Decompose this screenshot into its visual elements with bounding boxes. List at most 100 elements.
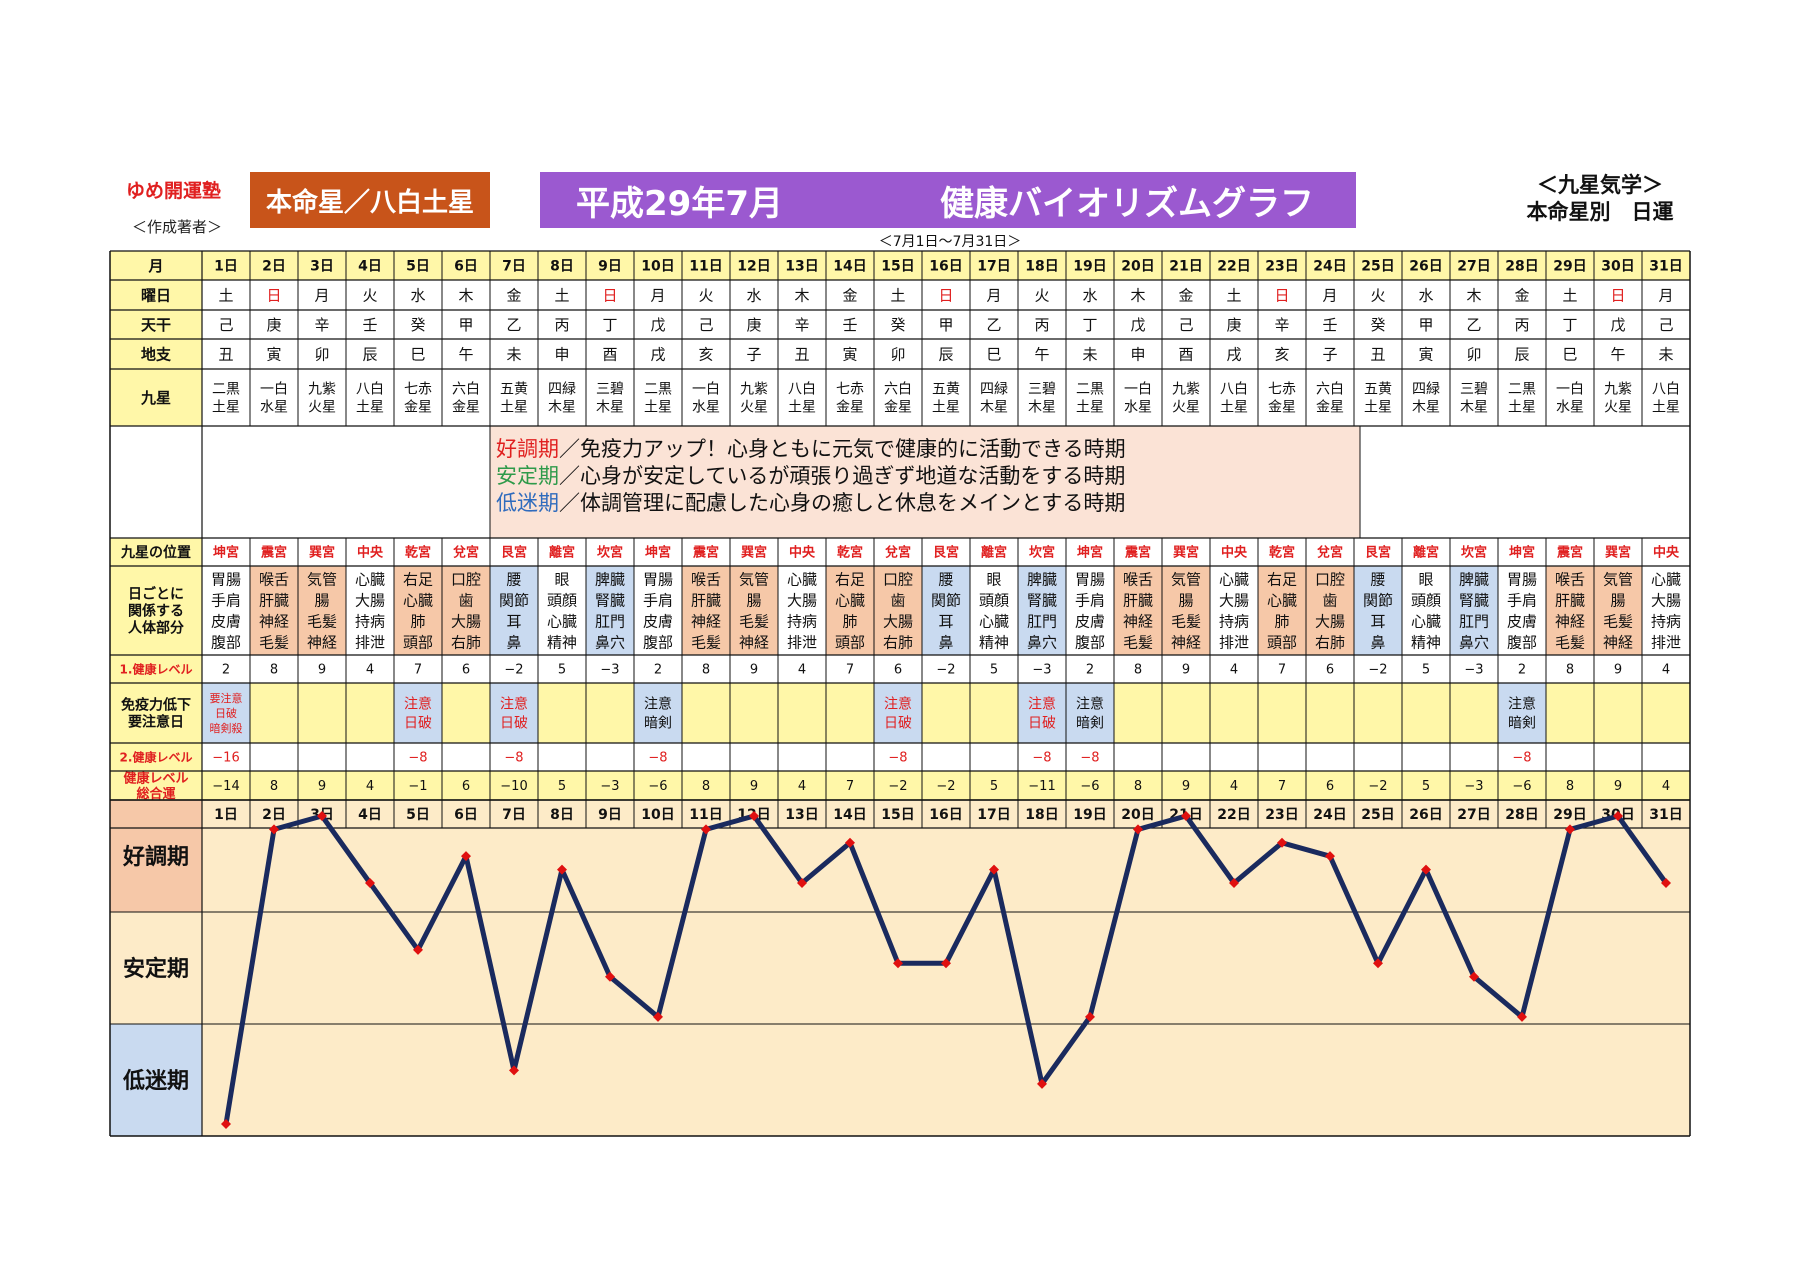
day-header: 19日 [1073, 259, 1106, 275]
level1-cell-bg [490, 566, 538, 655]
data-point [1517, 1011, 1527, 1022]
position-cell: 離宮 [549, 545, 575, 561]
total-cell: −2 [888, 779, 907, 794]
day-header: 6日 [454, 259, 478, 275]
data-point [845, 837, 855, 848]
tenkan-cell: 癸 [410, 316, 425, 334]
position-cell: 坎宮 [1461, 545, 1487, 561]
chishi-cell: 子 [746, 345, 761, 363]
body-part-cell: 腰関節耳鼻 [499, 570, 529, 651]
tenkan-cell: 辛 [314, 316, 329, 334]
data-point [365, 877, 375, 888]
row-label: 1.健康レベル [120, 661, 193, 676]
weekday-cell: 月 [314, 286, 329, 304]
position-cell: 震宮 [1556, 545, 1583, 561]
kyusei-cell: 八白土星 [356, 382, 384, 416]
level1-cell: 2 [654, 663, 662, 678]
tenkan-cell: 乙 [506, 316, 521, 334]
position-cell: 坤宮 [213, 545, 239, 561]
day-footer: 20日 [1121, 807, 1154, 823]
level1-cell: 2 [222, 663, 230, 678]
row-label: 曜日 [141, 286, 171, 304]
data-point [701, 824, 711, 835]
data-point [1613, 811, 1623, 821]
kyusei-cell: 二黒土星 [1076, 382, 1104, 416]
total-cell: 9 [318, 779, 326, 794]
day-footer: 7日 [502, 807, 526, 823]
tenkan-cell: 庚 [1226, 316, 1241, 334]
position-cell: 震宮 [260, 545, 287, 561]
tenkan-cell: 辛 [794, 316, 809, 334]
day-header: 5日 [406, 259, 430, 275]
data-point [1085, 1011, 1095, 1022]
kyusei-cell: 四緑木星 [980, 382, 1008, 416]
body-part-cell: 眼頭顔心臓精神 [1411, 570, 1441, 651]
day-header: 2日 [262, 259, 286, 275]
chishi-cell: 戌 [650, 345, 665, 363]
body-part-cell: 脾臓腎臓肛門鼻穴 [1459, 570, 1489, 651]
level1-cell: 6 [894, 663, 902, 678]
level2-cell: −8 [1080, 751, 1099, 766]
level2-cell: −16 [212, 751, 239, 766]
day-footer: 26日 [1409, 807, 1442, 823]
level1-cell-bg [586, 566, 634, 655]
chishi-cell: 酉 [1178, 345, 1193, 363]
level2-cell: −8 [888, 751, 907, 766]
level2-cell-bg [1498, 683, 1546, 743]
kyusei-heading: ＜九星気学＞ 本命星別 日運 [1500, 172, 1700, 226]
level1-cell: 4 [798, 663, 806, 678]
data-point [1565, 824, 1575, 835]
band-label-low: 低迷期 [122, 1069, 189, 1094]
day-footer: 24日 [1313, 807, 1346, 823]
weekday-cell: 水 [746, 286, 761, 304]
data-point [269, 824, 279, 835]
position-cell: 艮宮 [1365, 545, 1391, 561]
level1-cell: 2 [1518, 663, 1526, 678]
band-label-good: 好調期 [122, 844, 189, 870]
total-cell: 9 [1614, 779, 1622, 794]
chishi-cell: 午 [1610, 345, 1625, 363]
kyusei-cell: 六白金星 [884, 382, 912, 416]
day-header: 3日 [310, 259, 334, 275]
day-footer: 11日 [689, 807, 722, 823]
tenkan-cell: 庚 [266, 316, 281, 334]
chishi-cell: 辰 [938, 345, 953, 363]
day-footer: 4日 [358, 807, 382, 823]
tenkan-cell: 甲 [1418, 316, 1433, 334]
tenkan-cell: 丁 [1562, 316, 1577, 334]
total-cell: 4 [798, 779, 806, 794]
body-part-cell: 気管腸毛髪神経 [1603, 570, 1633, 651]
total-cell: 6 [462, 779, 470, 794]
kyusei-cell: 六白金星 [1316, 382, 1344, 416]
position-cell: 離宮 [981, 545, 1007, 561]
weekday-cell: 金 [506, 286, 521, 304]
weekday-cell: 月 [986, 286, 1001, 304]
level1-cell-bg [1018, 566, 1066, 655]
total-cell: −2 [1368, 779, 1387, 794]
body-part-cell: 喉舌肝臓神経毛髪 [1123, 570, 1153, 651]
total-cell: −3 [1464, 779, 1483, 794]
chishi-cell: 寅 [842, 345, 857, 363]
body-part-cell: 口腔歯大腸右肺 [1315, 570, 1345, 651]
position-cell: 艮宮 [501, 545, 527, 561]
level1-cell: 8 [1566, 663, 1574, 678]
body-part-cell: 眼頭顔心臓精神 [547, 570, 577, 651]
day-footer: 25日 [1361, 807, 1394, 823]
kyusei-heading-line2: 本命星別 日運 [1526, 200, 1674, 224]
band-label-good-bg [110, 800, 202, 912]
day-header: 11日 [689, 259, 722, 275]
data-point [1421, 864, 1431, 875]
day-header: 26日 [1409, 259, 1442, 275]
tenkan-cell: 己 [218, 316, 233, 334]
body-part-cell: 心臓大腸持病排泄 [787, 570, 817, 651]
total-cell: 4 [1230, 779, 1238, 794]
caution-cell: 注意日破 [884, 696, 912, 732]
weekday-cell: 水 [1082, 286, 1097, 304]
level1-cell-bg [826, 566, 874, 655]
weekday-cell: 土 [218, 286, 233, 304]
tenkan-cell: 壬 [1322, 316, 1337, 334]
weekday-cell: 日 [1274, 286, 1289, 304]
kyusei-cell: 九紫火星 [1604, 382, 1632, 416]
caution-cell: 注意日破 [404, 696, 432, 732]
